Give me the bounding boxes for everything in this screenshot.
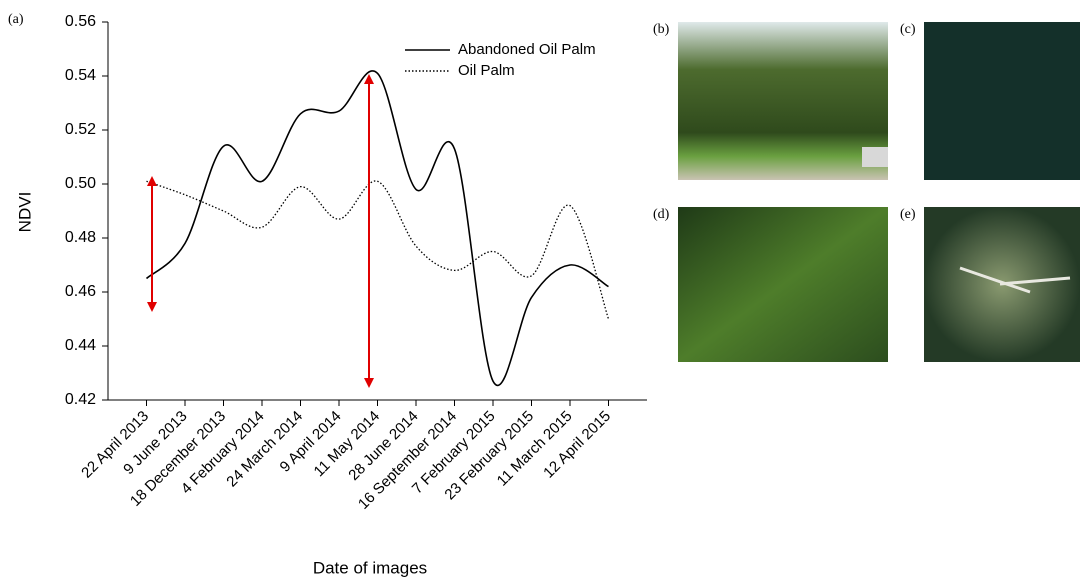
photo xyxy=(678,207,888,362)
legend-label: Abandoned Oil Palm xyxy=(458,41,596,58)
y-tick-label: 0.52 xyxy=(65,121,96,138)
panel-label: (a) xyxy=(8,12,24,27)
y-tick-label: 0.44 xyxy=(65,337,96,354)
photo-label: (e) xyxy=(900,207,916,222)
photo-label: (c) xyxy=(900,22,916,37)
satellite-image xyxy=(924,22,1080,180)
car xyxy=(862,147,888,167)
y-tick-label: 0.54 xyxy=(65,67,96,84)
legend-label: Oil Palm xyxy=(458,62,515,79)
y-axis-title: NDVI xyxy=(15,192,34,233)
photo-label: (b) xyxy=(653,22,670,37)
photo xyxy=(678,22,888,180)
y-tick-label: 0.50 xyxy=(65,175,96,192)
figure: (a) 0.420.440.460.480.500.520.540.5622 A… xyxy=(0,0,1080,578)
series-line xyxy=(147,181,609,319)
y-tick-label: 0.48 xyxy=(65,229,96,246)
y-tick-label: 0.42 xyxy=(65,391,96,408)
y-tick-label: 0.56 xyxy=(65,13,96,30)
photo-label: (d) xyxy=(653,207,670,222)
y-tick-label: 0.46 xyxy=(65,283,96,300)
x-axis-title: Date of images xyxy=(313,558,427,577)
series-line xyxy=(147,71,609,386)
